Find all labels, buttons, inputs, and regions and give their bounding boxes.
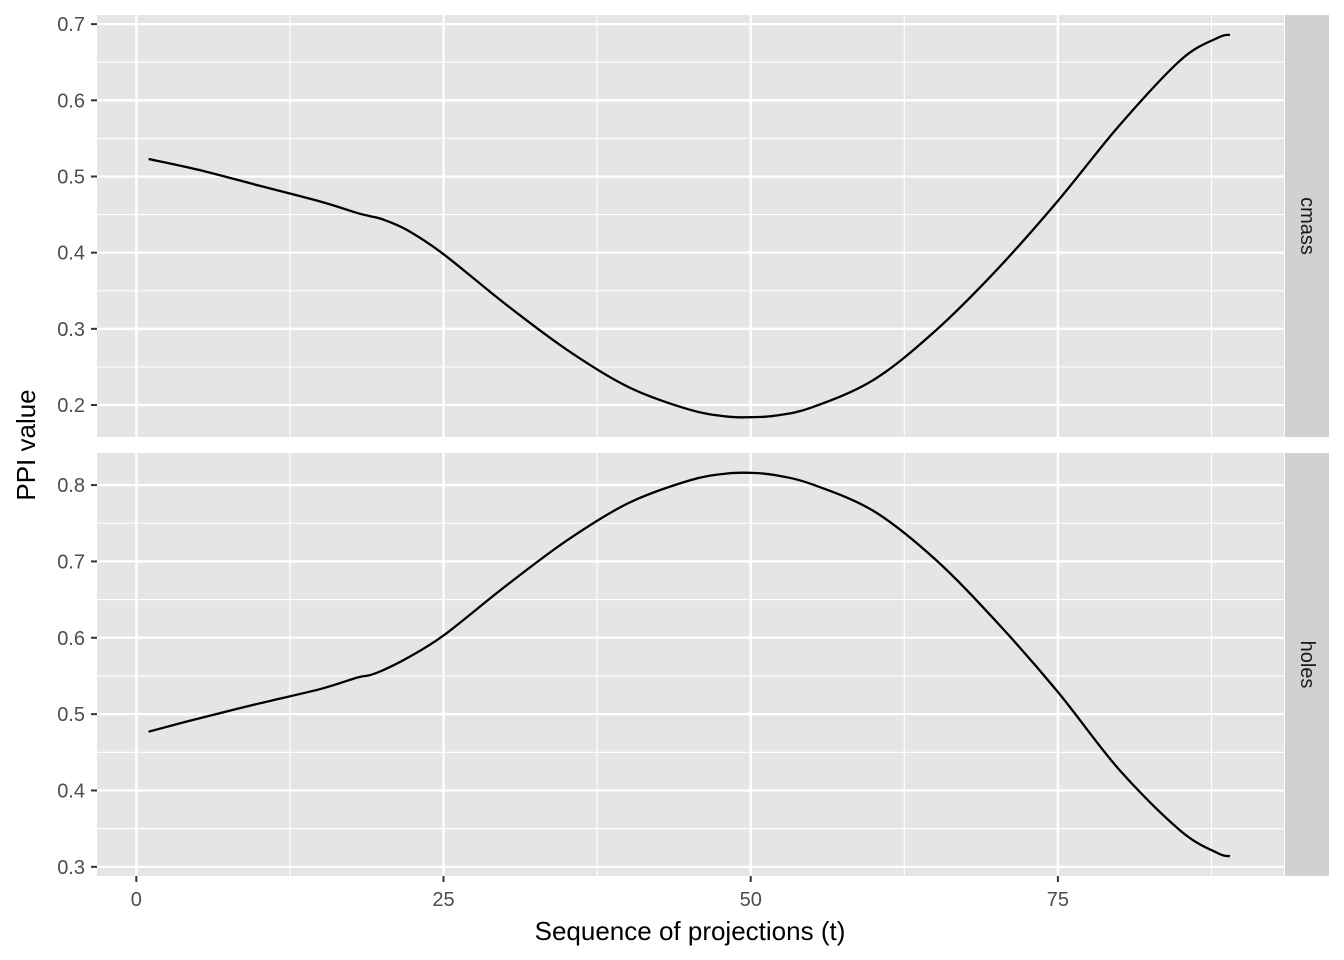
series-line-holes	[148, 471, 1231, 858]
x-tick-label: 75	[1047, 889, 1069, 911]
facet-strip-label: holes	[1296, 641, 1318, 689]
y-tick-label: 0.2	[57, 395, 85, 417]
y-tick-label: 0.8	[57, 475, 85, 497]
y-tick-label: 0.6	[57, 90, 85, 112]
panel-background	[97, 15, 1284, 437]
x-tick-label: 25	[432, 889, 454, 911]
y-tick-label: 0.3	[57, 319, 85, 341]
facet-strip-label: cmass	[1296, 197, 1318, 255]
panel-holes: 0.3 0.4 0.5 0.6 0.7 0.8 holes	[57, 453, 1329, 879]
y-tick-label: 0.5	[57, 704, 85, 726]
y-tick-label: 0.7	[57, 551, 85, 573]
panel-background	[97, 453, 1284, 876]
x-tick-label: 0	[131, 889, 142, 911]
y-tick-label: 0.3	[57, 857, 85, 879]
panels-layer: 0.20.30.40.50.60.7cmass0.30.40.50.60.70.…	[57, 14, 1329, 879]
facet-strip-holes	[1285, 453, 1329, 876]
series-line-cmass	[148, 33, 1231, 419]
y-tick-label: 0.5	[57, 166, 85, 188]
x-tick-label: 50	[740, 889, 762, 911]
facet-strip-cmass	[1285, 15, 1329, 437]
y-tick-label: 0.6	[57, 628, 85, 650]
y-tick-label: 0.4	[57, 780, 85, 802]
y-tick-label: 0.7	[57, 14, 85, 36]
y-axis-title: PPI value	[11, 389, 41, 500]
x-axis-title: Sequence of projections (t)	[535, 916, 846, 946]
panel-cmass: 0.2 0.3 0.4 0.5 0.6 0.7 cmass	[57, 14, 1329, 437]
y-tick-label: 0.4	[57, 243, 85, 265]
x-axis: 0 25 50 75	[131, 876, 1069, 911]
